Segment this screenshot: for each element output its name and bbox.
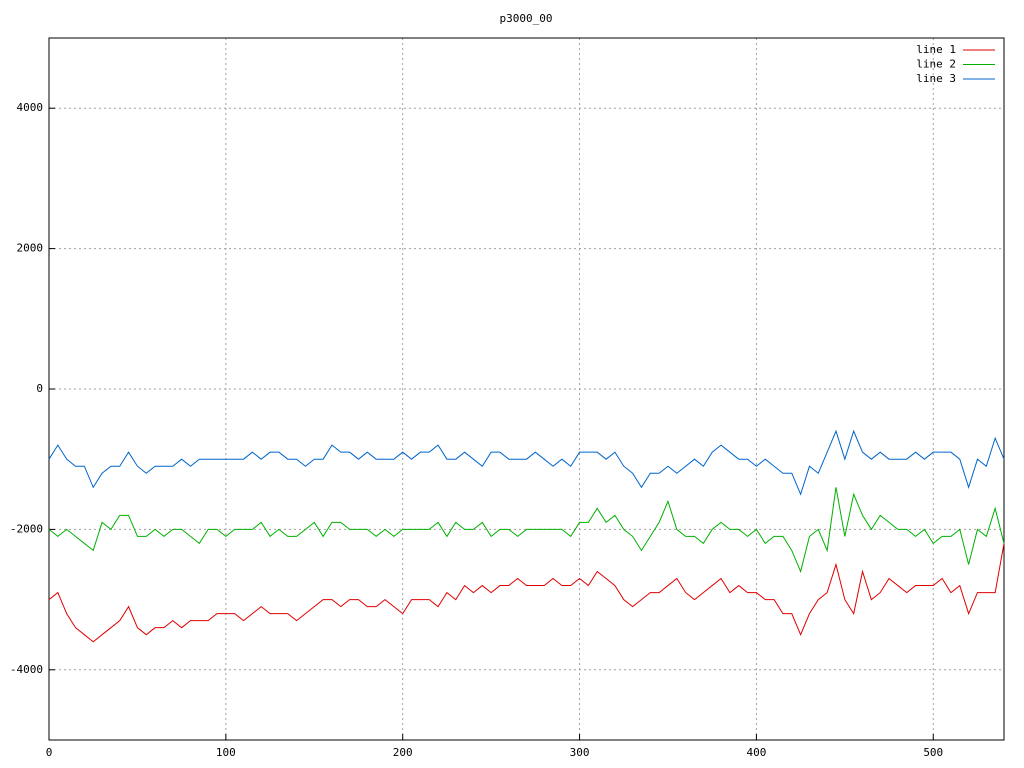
x-tick-label: 300	[570, 746, 590, 759]
chart-title: p3000_00	[500, 12, 553, 25]
y-tick-label: 2000	[17, 242, 44, 255]
legend-label: line 1	[916, 43, 956, 56]
legend-label: line 3	[916, 72, 956, 85]
line-series	[48, 429, 1005, 496]
x-tick-label: 400	[746, 746, 766, 759]
plot-frame	[48, 37, 1005, 741]
line-series	[48, 487, 1005, 574]
legend-label: line 2	[916, 58, 956, 71]
y-tick-label: 4000	[17, 101, 44, 114]
y-tick-label: -2000	[10, 522, 43, 535]
y-tick-label: -4000	[10, 663, 43, 676]
x-tick-label: 500	[923, 746, 943, 759]
y-tick-label: 0	[36, 382, 43, 395]
line-series	[48, 543, 1005, 643]
x-tick-label: 200	[393, 746, 413, 759]
x-tick-label: 100	[216, 746, 236, 759]
x-tick-label: 0	[46, 746, 53, 759]
